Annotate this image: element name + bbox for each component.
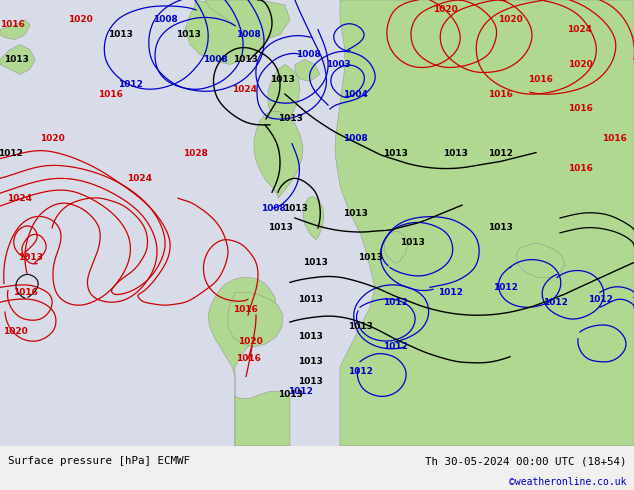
Text: 1016: 1016 bbox=[527, 75, 552, 84]
Text: 1008: 1008 bbox=[342, 134, 367, 143]
Text: 1012: 1012 bbox=[347, 367, 372, 376]
Polygon shape bbox=[208, 277, 276, 446]
Text: 1013: 1013 bbox=[233, 55, 257, 64]
Text: 1013: 1013 bbox=[488, 223, 512, 232]
Text: 1016: 1016 bbox=[233, 305, 257, 314]
Polygon shape bbox=[335, 0, 634, 446]
Polygon shape bbox=[0, 446, 634, 490]
Text: 1012: 1012 bbox=[117, 80, 143, 89]
Text: 1020: 1020 bbox=[498, 15, 522, 24]
Text: 1016: 1016 bbox=[236, 354, 261, 363]
Polygon shape bbox=[0, 45, 35, 74]
Polygon shape bbox=[205, 0, 290, 40]
Text: 1012: 1012 bbox=[437, 288, 462, 297]
Text: 1012: 1012 bbox=[0, 149, 22, 158]
Text: 1013: 1013 bbox=[4, 55, 29, 64]
Text: 1013: 1013 bbox=[268, 223, 292, 232]
Text: 1013: 1013 bbox=[297, 377, 323, 386]
Text: 1028: 1028 bbox=[183, 149, 207, 158]
Text: 1004: 1004 bbox=[342, 90, 368, 98]
Text: 1013: 1013 bbox=[283, 203, 307, 213]
Text: ©weatheronline.co.uk: ©weatheronline.co.uk bbox=[509, 477, 626, 487]
Text: 1013: 1013 bbox=[302, 258, 327, 267]
Text: 1008: 1008 bbox=[236, 30, 261, 39]
Text: 1020: 1020 bbox=[3, 327, 27, 337]
Text: 1020: 1020 bbox=[68, 15, 93, 24]
Text: 1016: 1016 bbox=[13, 288, 37, 297]
Text: 1008: 1008 bbox=[295, 50, 320, 59]
Polygon shape bbox=[303, 196, 324, 240]
Polygon shape bbox=[185, 0, 270, 64]
Text: 1008: 1008 bbox=[261, 203, 285, 213]
Text: 1016: 1016 bbox=[488, 90, 512, 98]
Text: 1013: 1013 bbox=[297, 295, 323, 304]
Polygon shape bbox=[384, 231, 408, 263]
Text: 1012: 1012 bbox=[588, 295, 612, 304]
Polygon shape bbox=[0, 0, 634, 446]
Text: 1013: 1013 bbox=[176, 30, 200, 39]
Polygon shape bbox=[235, 392, 290, 446]
Text: 1012: 1012 bbox=[288, 387, 313, 396]
Text: 1024: 1024 bbox=[8, 194, 32, 203]
Text: 1012: 1012 bbox=[382, 343, 408, 351]
Text: 1020: 1020 bbox=[238, 337, 262, 346]
Text: 1016: 1016 bbox=[0, 20, 25, 29]
Text: 1016: 1016 bbox=[567, 104, 592, 114]
Text: 1024: 1024 bbox=[127, 174, 153, 183]
Text: 1013: 1013 bbox=[278, 390, 302, 399]
Text: 1013: 1013 bbox=[358, 253, 382, 262]
Text: 1013: 1013 bbox=[297, 332, 323, 342]
Text: 1020: 1020 bbox=[39, 134, 65, 143]
Text: 1024: 1024 bbox=[233, 85, 257, 94]
Polygon shape bbox=[516, 243, 565, 277]
Text: Surface pressure [hPa] ECMWF: Surface pressure [hPa] ECMWF bbox=[8, 456, 190, 466]
Polygon shape bbox=[268, 64, 300, 129]
Text: 1020: 1020 bbox=[567, 60, 592, 69]
Text: 1012: 1012 bbox=[488, 149, 512, 158]
Polygon shape bbox=[228, 293, 283, 347]
Text: 1020: 1020 bbox=[432, 5, 457, 14]
Text: Th 30-05-2024 00:00 UTC (18+54): Th 30-05-2024 00:00 UTC (18+54) bbox=[425, 456, 626, 466]
Text: 1024: 1024 bbox=[567, 25, 593, 34]
Polygon shape bbox=[254, 111, 303, 198]
Polygon shape bbox=[295, 59, 320, 81]
Text: 1013: 1013 bbox=[297, 357, 323, 366]
Text: 1008: 1008 bbox=[153, 15, 178, 24]
Text: 1008: 1008 bbox=[203, 55, 228, 64]
Text: 1013: 1013 bbox=[382, 149, 408, 158]
Text: 1012: 1012 bbox=[493, 283, 517, 292]
Text: 1013: 1013 bbox=[18, 253, 42, 262]
Text: 1013: 1013 bbox=[347, 322, 372, 332]
Text: 1012: 1012 bbox=[382, 298, 408, 307]
Polygon shape bbox=[0, 20, 30, 40]
Text: 1013: 1013 bbox=[399, 238, 424, 247]
Text: 1016: 1016 bbox=[98, 90, 122, 98]
Text: 1013: 1013 bbox=[269, 75, 294, 84]
Text: 1013: 1013 bbox=[443, 149, 467, 158]
Text: 1016: 1016 bbox=[567, 164, 592, 173]
Text: 1013: 1013 bbox=[342, 209, 368, 218]
Text: 1003: 1003 bbox=[326, 60, 351, 69]
Text: 1016: 1016 bbox=[602, 134, 626, 143]
Text: 1012: 1012 bbox=[543, 298, 567, 307]
Text: 1013: 1013 bbox=[278, 114, 302, 123]
Text: 1013: 1013 bbox=[108, 30, 133, 39]
